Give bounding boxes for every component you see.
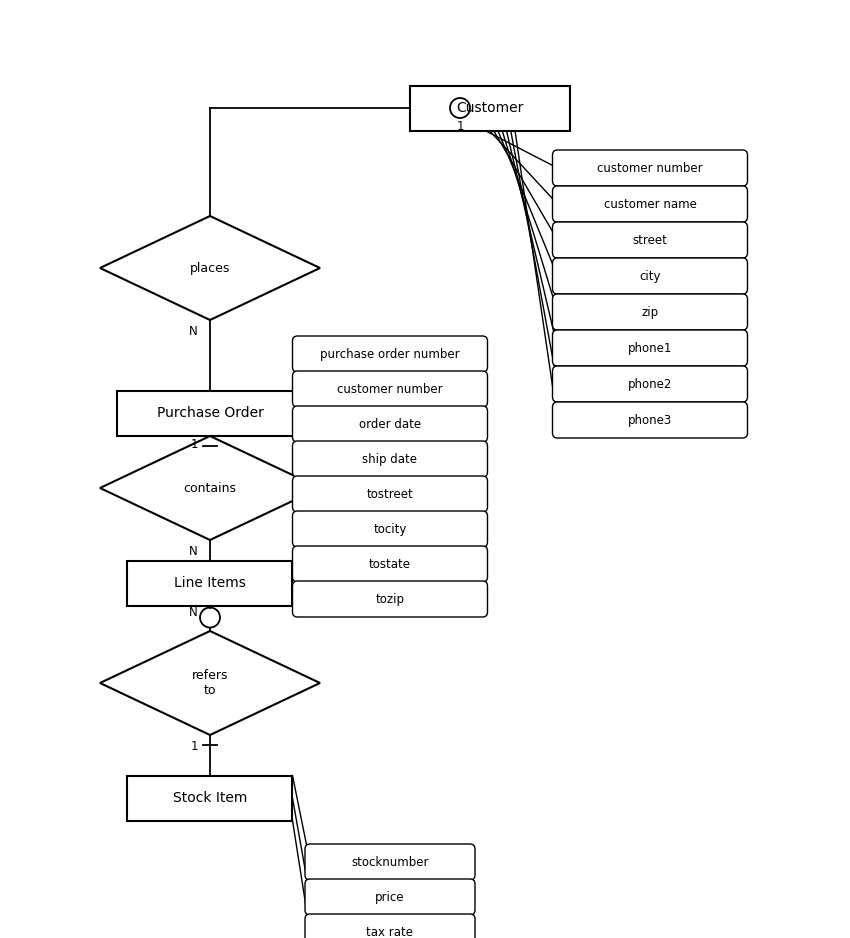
Bar bbox=[128, 776, 292, 821]
Text: tax rate: tax rate bbox=[366, 926, 413, 938]
Text: phone1: phone1 bbox=[628, 341, 672, 355]
FancyBboxPatch shape bbox=[552, 330, 747, 366]
Text: price: price bbox=[375, 890, 405, 903]
Text: street: street bbox=[632, 234, 667, 247]
Polygon shape bbox=[100, 631, 320, 735]
FancyBboxPatch shape bbox=[552, 222, 747, 258]
Text: customer number: customer number bbox=[598, 161, 703, 174]
Text: ship date: ship date bbox=[362, 452, 417, 465]
FancyBboxPatch shape bbox=[552, 402, 747, 438]
Text: zip: zip bbox=[642, 306, 659, 319]
Text: refers
to: refers to bbox=[192, 669, 229, 697]
Polygon shape bbox=[100, 436, 320, 540]
FancyBboxPatch shape bbox=[552, 258, 747, 294]
FancyBboxPatch shape bbox=[292, 406, 488, 442]
FancyBboxPatch shape bbox=[552, 366, 747, 402]
Bar bbox=[128, 561, 292, 606]
FancyBboxPatch shape bbox=[305, 879, 475, 915]
Text: tocity: tocity bbox=[373, 522, 406, 536]
Text: Purchase Order: Purchase Order bbox=[156, 406, 264, 420]
Text: tostreet: tostreet bbox=[366, 488, 413, 501]
FancyBboxPatch shape bbox=[305, 844, 475, 880]
Text: phone3: phone3 bbox=[628, 414, 672, 427]
Text: phone2: phone2 bbox=[628, 377, 672, 390]
Text: customer name: customer name bbox=[604, 198, 696, 210]
Text: tozip: tozip bbox=[376, 593, 405, 606]
Text: contains: contains bbox=[184, 481, 236, 494]
Text: 1: 1 bbox=[190, 437, 198, 450]
FancyBboxPatch shape bbox=[305, 914, 475, 938]
Polygon shape bbox=[100, 216, 320, 320]
Text: purchase order number: purchase order number bbox=[320, 347, 460, 360]
Text: Stock Item: Stock Item bbox=[173, 791, 247, 805]
Text: Customer: Customer bbox=[456, 101, 524, 115]
FancyBboxPatch shape bbox=[292, 476, 488, 512]
FancyBboxPatch shape bbox=[292, 546, 488, 582]
FancyBboxPatch shape bbox=[552, 150, 747, 186]
FancyBboxPatch shape bbox=[552, 294, 747, 330]
FancyBboxPatch shape bbox=[292, 511, 488, 547]
FancyBboxPatch shape bbox=[292, 441, 488, 477]
Text: city: city bbox=[639, 269, 660, 282]
Text: N: N bbox=[190, 545, 198, 558]
Text: N: N bbox=[190, 606, 198, 618]
Text: 1: 1 bbox=[190, 740, 198, 753]
Text: order date: order date bbox=[359, 417, 421, 431]
Text: Line Items: Line Items bbox=[174, 576, 246, 590]
Text: tostate: tostate bbox=[369, 557, 411, 570]
FancyBboxPatch shape bbox=[292, 371, 488, 407]
Text: 1: 1 bbox=[456, 120, 464, 133]
Bar bbox=[117, 390, 303, 435]
Text: N: N bbox=[190, 325, 198, 338]
Text: places: places bbox=[190, 262, 230, 275]
Text: stocknumber: stocknumber bbox=[351, 855, 428, 869]
Text: customer number: customer number bbox=[337, 383, 443, 396]
FancyBboxPatch shape bbox=[552, 186, 747, 222]
FancyBboxPatch shape bbox=[292, 336, 488, 372]
FancyBboxPatch shape bbox=[292, 581, 488, 617]
Bar bbox=[410, 85, 570, 130]
